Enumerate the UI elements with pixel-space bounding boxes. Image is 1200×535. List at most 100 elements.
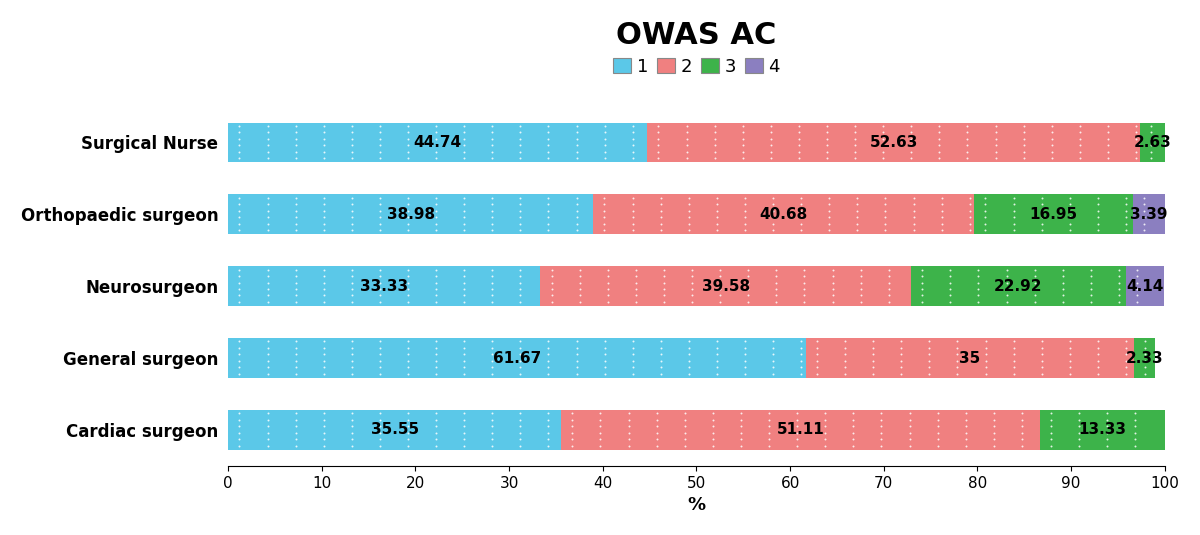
Point xyxy=(398,350,418,358)
Point xyxy=(595,200,614,209)
Point xyxy=(342,343,361,352)
Point xyxy=(511,147,530,156)
Point xyxy=(426,219,445,228)
Point xyxy=(482,141,502,149)
Point xyxy=(511,370,530,378)
Point xyxy=(794,272,814,280)
Point xyxy=(230,207,250,215)
Point xyxy=(398,226,418,234)
Point xyxy=(482,213,502,221)
Point xyxy=(1032,370,1051,378)
Point xyxy=(598,297,617,306)
Point xyxy=(739,278,758,287)
Point xyxy=(872,422,892,431)
Point xyxy=(455,435,474,444)
Point xyxy=(566,343,586,352)
Point xyxy=(482,291,502,300)
Point xyxy=(986,134,1006,143)
Point xyxy=(823,297,842,306)
Point xyxy=(1127,291,1146,300)
Point xyxy=(652,200,671,209)
Point xyxy=(736,337,755,346)
Point xyxy=(1060,207,1079,215)
Point xyxy=(1116,357,1135,365)
Point xyxy=(1081,272,1100,280)
Point xyxy=(314,350,334,358)
Point xyxy=(706,154,725,163)
Point xyxy=(763,370,782,378)
Point xyxy=(683,278,702,287)
Point xyxy=(511,213,530,221)
Point xyxy=(1032,219,1051,228)
Point xyxy=(823,291,842,300)
Point xyxy=(956,435,976,444)
Point xyxy=(731,409,750,418)
Point xyxy=(595,337,614,346)
Point xyxy=(919,337,938,346)
Point xyxy=(794,285,814,293)
Point xyxy=(1098,416,1117,424)
Point xyxy=(230,219,250,228)
Point xyxy=(1135,343,1154,352)
Point xyxy=(258,441,277,450)
Point xyxy=(314,200,334,209)
Point xyxy=(1004,337,1024,346)
Point xyxy=(956,416,976,424)
Point xyxy=(570,297,589,306)
Point xyxy=(1126,441,1145,450)
Point xyxy=(230,278,250,287)
Point xyxy=(1127,272,1146,280)
Point xyxy=(398,370,418,378)
Point xyxy=(792,207,811,215)
Point xyxy=(928,441,947,450)
Point xyxy=(928,429,947,437)
Point xyxy=(230,213,250,221)
Point xyxy=(230,128,250,136)
Point xyxy=(590,435,610,444)
Point xyxy=(1088,337,1108,346)
Point xyxy=(1025,297,1044,306)
Point xyxy=(595,363,614,372)
Point xyxy=(1042,121,1061,130)
Point xyxy=(570,272,589,280)
Point xyxy=(398,219,418,228)
Point xyxy=(482,278,502,287)
Point xyxy=(482,147,502,156)
Point xyxy=(258,141,277,149)
Point xyxy=(900,429,919,437)
Point xyxy=(595,154,614,163)
Point xyxy=(342,350,361,358)
Point xyxy=(647,441,666,450)
Point xyxy=(314,337,334,346)
Point xyxy=(851,297,870,306)
Point xyxy=(258,422,277,431)
Point xyxy=(626,278,646,287)
Point xyxy=(984,429,1003,437)
Point xyxy=(919,370,938,378)
Point xyxy=(511,285,530,293)
Point xyxy=(1054,272,1073,280)
Point xyxy=(930,141,949,149)
Point xyxy=(482,285,502,293)
Point xyxy=(598,291,617,300)
Point xyxy=(1054,278,1073,287)
Point xyxy=(563,409,582,418)
Point xyxy=(371,200,390,209)
Point xyxy=(595,357,614,365)
Point xyxy=(941,297,960,306)
Point xyxy=(511,291,530,300)
Point xyxy=(626,285,646,293)
Point xyxy=(731,422,750,431)
Point xyxy=(286,291,305,300)
Bar xyxy=(1126,266,1164,306)
Point xyxy=(1042,435,1061,444)
Point xyxy=(258,134,277,143)
Point xyxy=(948,370,967,378)
Point xyxy=(371,343,390,352)
Point xyxy=(511,219,530,228)
Point xyxy=(708,363,727,372)
Point xyxy=(647,429,666,437)
Point xyxy=(511,297,530,306)
Point xyxy=(708,337,727,346)
Point xyxy=(371,370,390,378)
